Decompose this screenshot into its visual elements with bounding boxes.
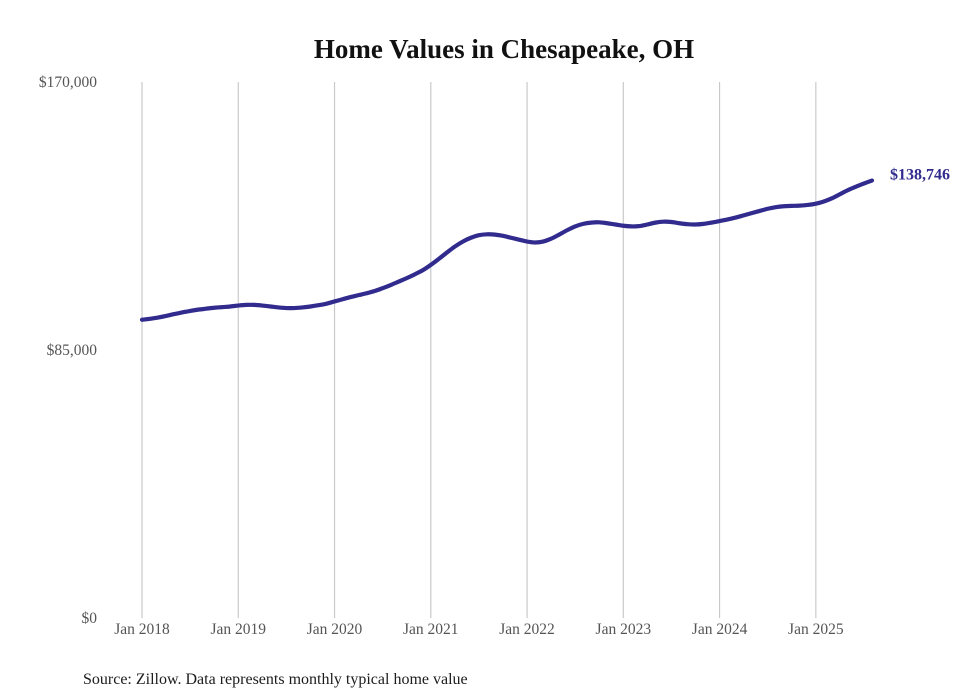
x-tick-label: Jan 2019 [211,621,267,638]
x-tick-label: Jan 2024 [692,621,748,638]
x-tick-label: Jan 2025 [788,621,844,638]
y-axis-tick-labels: $0 $85,000 $170,000 [39,74,97,627]
page-title: Home Values in Chesapeake, OH [314,34,694,64]
x-tick-label: Jan 2020 [307,621,363,638]
y-tick-label: $85,000 [47,342,98,359]
x-tick-label: Jan 2022 [499,621,555,638]
source-note: Source: Zillow. Data represents monthly … [83,671,468,688]
x-tick-label: Jan 2018 [114,621,170,638]
x-tick-label: Jan 2023 [596,621,652,638]
y-tick-label: $170,000 [39,74,97,91]
data-series-line [139,178,875,322]
gridlines [141,82,817,618]
end-value-label: $138,746 [890,167,950,184]
y-tick-label: $0 [82,610,98,627]
x-tick-label: Jan 2021 [403,621,459,638]
x-axis-tick-labels: Jan 2018 Jan 2019 Jan 2020 Jan 2021 Jan 2022… [114,621,844,638]
